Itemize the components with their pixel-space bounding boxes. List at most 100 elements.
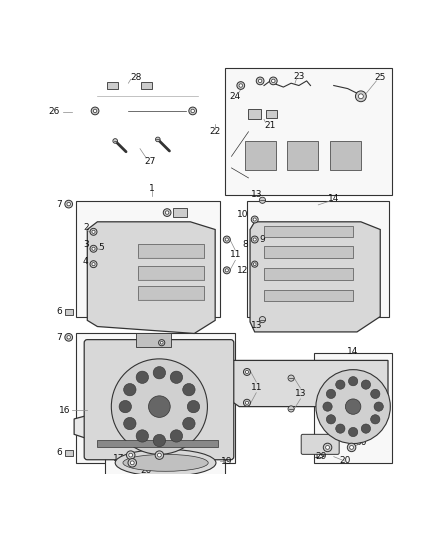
- Circle shape: [325, 446, 329, 449]
- Text: 19: 19: [221, 457, 233, 466]
- Circle shape: [92, 263, 95, 266]
- Circle shape: [225, 269, 228, 272]
- Circle shape: [358, 94, 363, 99]
- Bar: [141, 82, 152, 89]
- Circle shape: [347, 443, 356, 451]
- Bar: [97, 440, 218, 447]
- Circle shape: [323, 402, 332, 411]
- Circle shape: [166, 211, 169, 214]
- Circle shape: [124, 384, 136, 396]
- Circle shape: [251, 236, 258, 243]
- Polygon shape: [231, 360, 388, 407]
- Text: 5: 5: [99, 243, 104, 252]
- Circle shape: [288, 406, 294, 412]
- Circle shape: [371, 389, 380, 399]
- Circle shape: [170, 430, 183, 442]
- Bar: [65, 309, 73, 315]
- Circle shape: [251, 261, 258, 267]
- Circle shape: [113, 139, 117, 143]
- Text: 20: 20: [340, 456, 351, 465]
- Text: 7: 7: [56, 199, 62, 208]
- Bar: [77, 201, 220, 317]
- Text: 3: 3: [83, 240, 88, 249]
- Circle shape: [349, 377, 358, 386]
- Circle shape: [326, 415, 336, 424]
- Circle shape: [155, 137, 160, 142]
- Text: 23: 23: [293, 72, 304, 81]
- Circle shape: [187, 400, 200, 413]
- Circle shape: [153, 367, 166, 379]
- Circle shape: [253, 218, 256, 221]
- Circle shape: [189, 107, 197, 115]
- Text: 28: 28: [131, 72, 142, 82]
- Text: 22: 22: [209, 127, 221, 136]
- Circle shape: [90, 228, 97, 235]
- Circle shape: [157, 453, 161, 457]
- Circle shape: [272, 79, 275, 83]
- Circle shape: [245, 401, 248, 405]
- Text: 17: 17: [113, 455, 125, 464]
- Bar: [225, 68, 392, 195]
- Text: 9: 9: [260, 235, 265, 244]
- Polygon shape: [74, 413, 208, 442]
- Circle shape: [93, 109, 97, 112]
- Circle shape: [92, 230, 95, 233]
- Circle shape: [127, 451, 135, 459]
- Text: 26: 26: [49, 107, 60, 116]
- Text: 13: 13: [251, 321, 262, 330]
- Bar: [65, 450, 73, 456]
- Circle shape: [361, 424, 371, 433]
- Circle shape: [92, 247, 95, 251]
- Circle shape: [148, 396, 170, 417]
- Bar: [264, 289, 353, 301]
- Circle shape: [170, 371, 183, 383]
- Circle shape: [155, 451, 164, 459]
- Polygon shape: [87, 222, 215, 334]
- Text: 13: 13: [251, 190, 262, 199]
- Circle shape: [67, 203, 71, 206]
- Circle shape: [163, 209, 171, 216]
- Circle shape: [160, 341, 163, 344]
- Bar: [173, 208, 187, 217]
- Circle shape: [336, 380, 345, 389]
- Bar: [77, 334, 235, 463]
- Bar: [266, 110, 277, 118]
- Bar: [264, 246, 353, 258]
- Bar: [105, 441, 225, 482]
- Text: 12: 12: [237, 266, 248, 275]
- Circle shape: [183, 417, 195, 430]
- Circle shape: [239, 84, 243, 87]
- Text: 18: 18: [164, 455, 175, 464]
- Circle shape: [191, 109, 194, 112]
- Circle shape: [90, 245, 97, 252]
- Circle shape: [65, 334, 73, 341]
- Polygon shape: [250, 222, 380, 332]
- Circle shape: [245, 370, 248, 374]
- Circle shape: [131, 461, 134, 465]
- Text: 21: 21: [265, 121, 276, 130]
- Bar: [330, 141, 361, 170]
- Bar: [138, 244, 204, 258]
- Circle shape: [244, 399, 251, 406]
- Circle shape: [136, 371, 148, 383]
- Circle shape: [259, 197, 265, 203]
- Circle shape: [356, 91, 366, 102]
- Circle shape: [316, 370, 390, 443]
- Text: 25: 25: [374, 74, 386, 82]
- Text: 20: 20: [141, 466, 152, 475]
- Circle shape: [65, 200, 73, 208]
- FancyBboxPatch shape: [84, 340, 234, 460]
- Text: 4: 4: [83, 256, 88, 265]
- Circle shape: [90, 261, 97, 268]
- Text: 11: 11: [230, 251, 242, 260]
- Circle shape: [350, 446, 353, 449]
- Circle shape: [159, 340, 165, 346]
- Circle shape: [253, 263, 256, 265]
- Text: 29: 29: [315, 452, 326, 461]
- Circle shape: [67, 336, 71, 339]
- Circle shape: [124, 417, 136, 430]
- Circle shape: [253, 238, 256, 241]
- Text: 6: 6: [56, 448, 62, 457]
- Circle shape: [153, 434, 166, 447]
- Bar: [107, 82, 118, 89]
